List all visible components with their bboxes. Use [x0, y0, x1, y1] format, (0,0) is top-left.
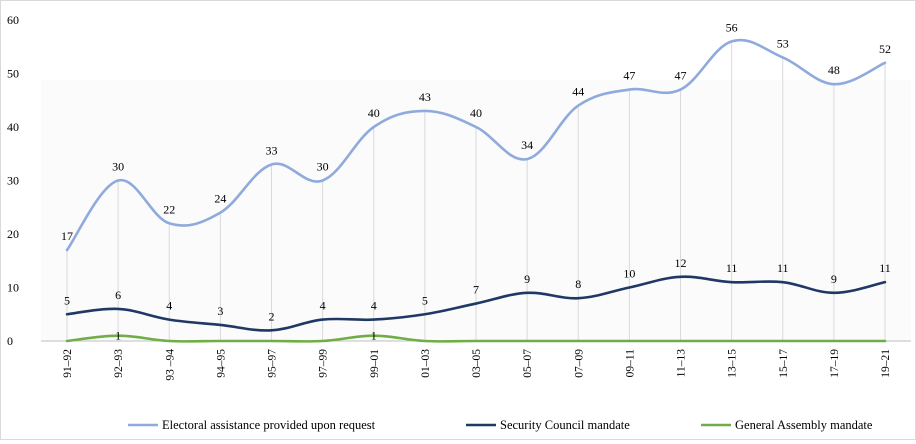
series-line	[65, 38, 887, 252]
x-tick-label: 97–99	[318, 349, 330, 378]
legend-label: General Assembly mandate	[735, 418, 873, 432]
data-label: 34	[521, 138, 533, 152]
x-tick-label: 11–13	[676, 349, 688, 378]
x-tick-label: 17–19	[829, 349, 841, 378]
data-label: 17	[61, 229, 73, 243]
x-tick-label: 95–97	[267, 349, 279, 378]
x-tick-label: 91–92	[62, 349, 74, 378]
data-label: 10	[623, 267, 635, 281]
series-3	[65, 334, 887, 343]
y-tick-label: 40	[7, 120, 19, 134]
data-label: 48	[828, 63, 840, 77]
legend-item: Security Council mandate	[466, 418, 630, 432]
x-tick-label: 19–21	[880, 349, 892, 378]
data-label: 44	[572, 85, 584, 99]
y-tick-label: 0	[7, 334, 13, 348]
y-axis-ticks: 0 10 20 30 40 50 60	[7, 13, 19, 348]
data-label: 4	[371, 299, 377, 313]
legend-item: Electoral assistance provided upon reque…	[128, 418, 376, 432]
data-label: 5	[64, 293, 70, 307]
y-tick-label: 20	[7, 227, 19, 241]
grid-lines	[66, 41, 886, 341]
x-tick-label: 13–15	[727, 349, 739, 378]
series-line	[65, 334, 887, 343]
data-label: 3	[217, 304, 223, 318]
data-label: 5	[422, 293, 428, 307]
x-tick-label: 01–03	[420, 349, 432, 378]
data-label: 9	[524, 272, 530, 286]
x-tick-label: 15–17	[778, 349, 790, 378]
legend-label: Electoral assistance provided upon reque…	[162, 418, 376, 432]
data-label: 47	[675, 69, 687, 83]
data-label: 22	[163, 202, 175, 216]
x-tick-label: 09–11	[624, 349, 636, 378]
x-tick-label: 07–09	[573, 349, 585, 378]
x-tick-label: 05–07	[522, 349, 534, 378]
x-axis-ticks: 91–92 92–93 93 –94 94–95 95–97 97–99 99–01 01–0…	[62, 349, 892, 381]
y-tick-label: 60	[7, 13, 19, 27]
legend-label: Security Council mandate	[500, 418, 630, 432]
data-label: 1	[371, 329, 377, 343]
data-label: 7	[473, 283, 479, 297]
data-label: 40	[368, 106, 380, 120]
data-label: 4	[320, 299, 326, 313]
y-tick-label: 50	[7, 67, 19, 81]
legend-item: General Assembly mandate	[701, 418, 873, 432]
data-label: 9	[831, 272, 837, 286]
data-label: 53	[777, 36, 789, 50]
x-tick-label: 92–93	[113, 349, 125, 378]
data-label: 30	[112, 160, 124, 174]
data-label: 40	[470, 106, 482, 120]
x-tick-label: 93 –94	[164, 349, 176, 381]
y-tick-label: 10	[7, 281, 19, 295]
series-line	[65, 275, 887, 332]
data-label: 2	[269, 309, 275, 323]
x-tick-label: 94–95	[215, 349, 227, 378]
data-label: 12	[675, 256, 687, 270]
data-label: 33	[266, 143, 278, 157]
data-label: 24	[214, 192, 226, 206]
x-tick-label: 99–01	[369, 349, 381, 378]
data-labels-series-1: 17 30 22 24 33 30 40 43 40 34 44 47 47 56 53 48 52	[61, 20, 891, 243]
y-tick-label: 30	[7, 174, 19, 188]
data-label: 8	[575, 277, 581, 291]
data-label: 30	[317, 160, 329, 174]
data-label: 11	[777, 261, 789, 275]
data-label: 56	[726, 20, 738, 34]
legend: Electoral assistance provided upon reque…	[128, 418, 873, 432]
data-label: 1	[115, 329, 121, 343]
x-tick-label: 03–05	[471, 349, 483, 378]
data-label: 11	[726, 261, 738, 275]
data-label: 6	[115, 288, 121, 302]
data-labels-series-2: 5 6 4 3 2 4 4 5 7 9 8 10 12 11 11 9 11	[64, 256, 891, 324]
series-1	[65, 38, 887, 252]
series-2	[65, 275, 887, 332]
data-label: 11	[879, 261, 891, 275]
data-label: 52	[879, 42, 891, 56]
data-label: 47	[623, 69, 635, 83]
data-label: 43	[419, 90, 431, 104]
data-label: 4	[166, 299, 172, 313]
